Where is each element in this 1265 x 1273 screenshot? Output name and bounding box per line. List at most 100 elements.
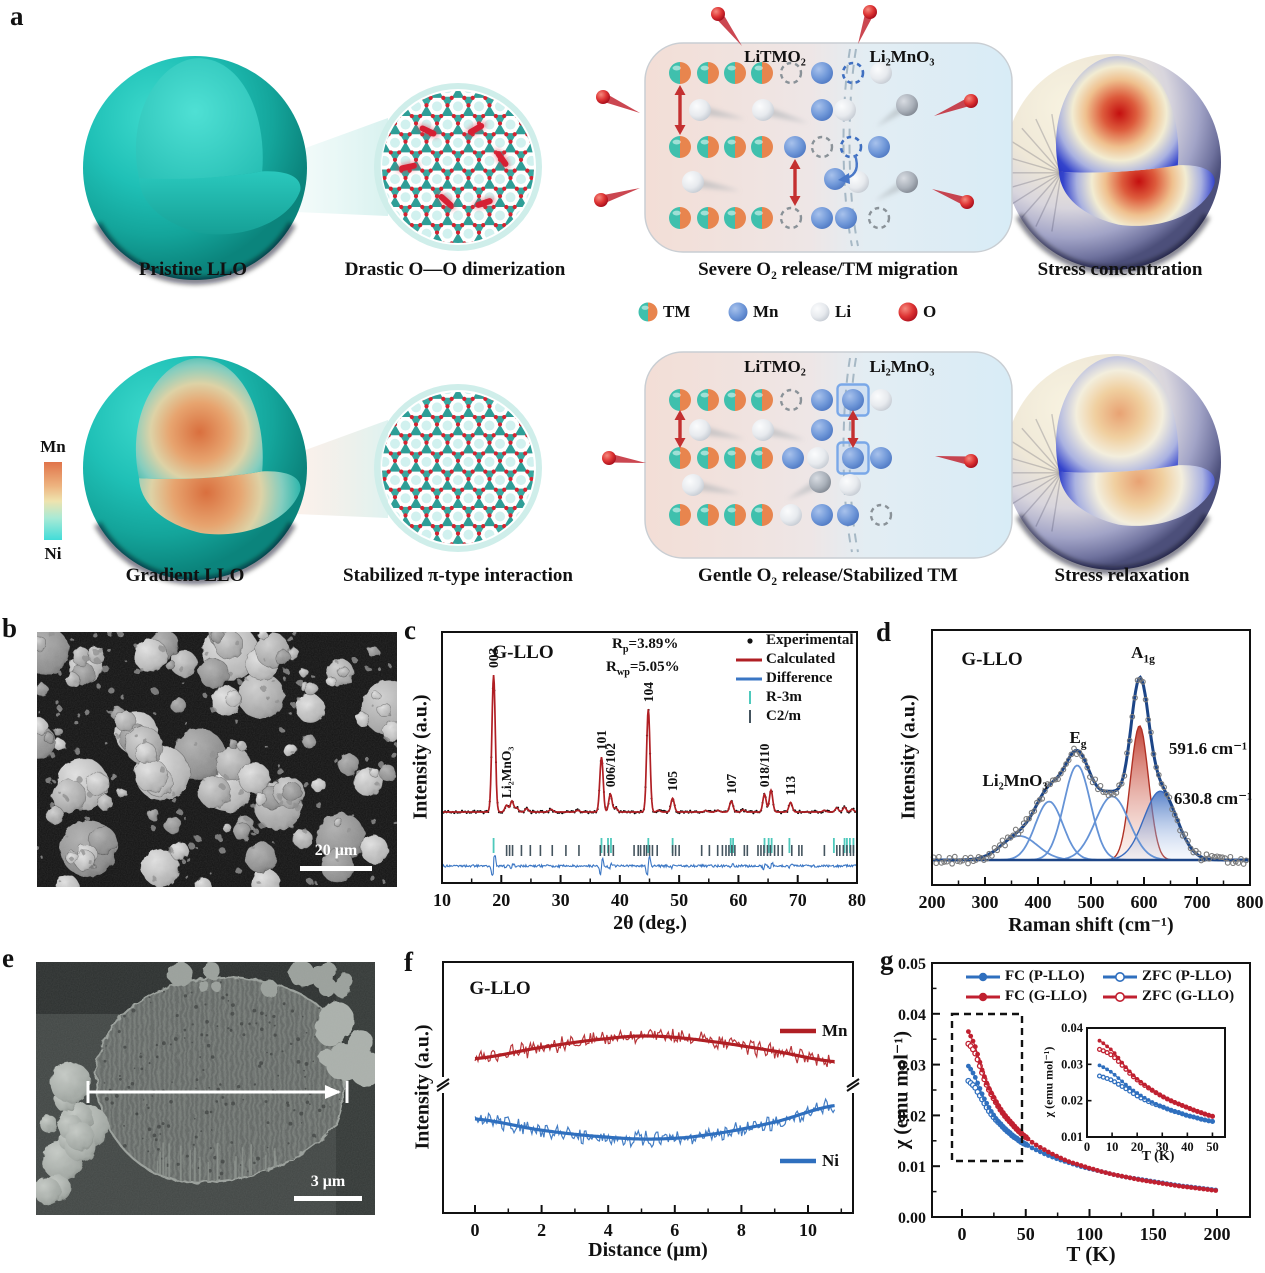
xrd-xlabel: 2θ (deg.) <box>613 912 687 934</box>
svg-text:700: 700 <box>1184 892 1211 912</box>
stress-concentration-sphere <box>1001 54 1221 275</box>
svg-text:300: 300 <box>972 892 999 912</box>
panel-a-art <box>44 5 1221 585</box>
svg-text:0.01: 0.01 <box>898 1159 926 1176</box>
svg-text:40: 40 <box>1181 1140 1194 1154</box>
severe-release-diagram <box>644 42 1013 253</box>
legend-label-li: Li <box>835 302 852 321</box>
raman-a1g-label: A1g <box>1131 643 1155 666</box>
svg-text:50: 50 <box>670 890 688 910</box>
xrd-difference-line <box>441 855 857 877</box>
caption-gradient-llo: Gradient LLO <box>125 565 245 586</box>
svg-text:0.04: 0.04 <box>898 1007 926 1024</box>
linescan-ylabel: Intensity (a.u.) <box>411 1024 434 1150</box>
panel-label-b: b <box>2 613 18 643</box>
chi-inset <box>1096 1038 1216 1124</box>
colorbar-label-ni: Ni <box>44 544 62 563</box>
chi-xlabel: T (K) <box>1066 1242 1116 1266</box>
caption-oo-dimerization: Drastic O—O dimerization <box>344 259 566 280</box>
caption-stress-relaxation: Stress relaxation <box>1054 565 1190 586</box>
svg-text:0.03: 0.03 <box>1061 1057 1083 1071</box>
panel-label-g: g <box>880 945 894 975</box>
box1-title-li2mno3: Li₂MnO₃ <box>869 47 935 66</box>
xrd-calculated-line <box>442 674 858 813</box>
atom-legend-markers <box>638 302 918 322</box>
caption-pristine-llo: Pristine LLO <box>138 259 248 280</box>
chi-chart: 0 50 100 150 200 0.00 0.01 0.02 0.03 0.04 0.05 0 10 2… <box>898 956 1251 1244</box>
xrd-legend-experimental: Experimental <box>766 632 854 648</box>
linescan-xlabel: Distance (μm) <box>588 1239 708 1261</box>
svg-text:0.00: 0.00 <box>898 1210 926 1227</box>
chi-legend-fc-pllo: FC (P-LLO) <box>1005 968 1085 984</box>
svg-text:018/110: 018/110 <box>757 743 772 787</box>
linescan-ni-line <box>474 1104 835 1141</box>
svg-text:006/102: 006/102 <box>603 743 618 788</box>
svg-text:600: 600 <box>1131 892 1158 912</box>
raman-li2mno3-label: Li₂MnO₃ <box>982 771 1048 790</box>
xrd-legend-c2m: C2/m <box>766 708 801 724</box>
o2-release-comets <box>594 5 978 468</box>
caption-gentle-release: Gentle O₂ release/Stabilized TM <box>698 565 958 586</box>
legend-label-tm: TM <box>663 302 691 321</box>
svg-text:20: 20 <box>1131 1140 1144 1154</box>
xrd-legend-difference: Difference <box>766 670 833 686</box>
panel-label-e: e <box>2 943 14 973</box>
svg-text:0: 0 <box>958 1224 967 1244</box>
legend-label-mn: Mn <box>753 302 779 321</box>
pristine-llo-sphere <box>83 56 307 285</box>
svg-text:150: 150 <box>1140 1224 1167 1244</box>
xrd-rwp: Rwp=5.05% <box>606 659 680 678</box>
svg-text:2: 2 <box>537 1220 546 1240</box>
scalebar-b <box>300 866 372 871</box>
panel-label-a: a <box>10 1 24 31</box>
svg-text:100: 100 <box>1076 1224 1103 1244</box>
svg-text:400: 400 <box>1025 892 1052 912</box>
chi-legend-zfc-pllo: ZFC (P-LLO) <box>1142 968 1232 984</box>
raman-xlabel: Raman shift (cm⁻¹) <box>1008 914 1174 936</box>
svg-text:40: 40 <box>611 890 629 910</box>
linescan-mn-line <box>474 1034 835 1064</box>
svg-text:0.05: 0.05 <box>898 956 926 973</box>
chi-inset-xlabel: T (K) <box>1141 1149 1175 1164</box>
colorbar-label-mn: Mn <box>40 437 66 456</box>
svg-text:6: 6 <box>670 1220 679 1240</box>
box2-title-litmo2: LiTMO₂ <box>744 357 806 376</box>
crystal-zoom-dimerization <box>374 83 542 251</box>
raman-title: G-LLO <box>961 649 1023 670</box>
svg-text:60: 60 <box>729 890 747 910</box>
svg-text:800: 800 <box>1237 892 1264 912</box>
svg-text:003: 003 <box>486 648 501 669</box>
svg-text:0.03: 0.03 <box>898 1058 926 1075</box>
scalebar-label-b: 20 μm <box>314 842 358 859</box>
xrd-legend-marker-experimental <box>747 638 753 644</box>
scalebar-label-e: 3 μm <box>310 1173 346 1190</box>
gradient-llo-sphere <box>83 356 307 585</box>
svg-text:8: 8 <box>737 1220 746 1240</box>
svg-text:0.02: 0.02 <box>1061 1094 1083 1108</box>
svg-text:50: 50 <box>1206 1140 1219 1154</box>
svg-text:107: 107 <box>724 774 739 795</box>
linescan-title: G-LLO <box>469 978 531 999</box>
panel-label-f: f <box>404 947 413 977</box>
raman-ylabel: Intensity (a.u.) <box>897 694 920 820</box>
xrd-ylabel: Intensity (a.u.) <box>409 694 432 820</box>
stress-relaxation-sphere <box>1001 354 1221 575</box>
svg-text:20: 20 <box>492 890 510 910</box>
xrd-title: G-LLO <box>492 642 554 663</box>
sem-cross-section-image <box>36 962 375 1215</box>
svg-text:10: 10 <box>433 890 451 910</box>
xrd-legend-r3m: R-3m <box>766 689 802 705</box>
panel-label-d: d <box>876 617 892 647</box>
svg-text:0: 0 <box>471 1220 480 1240</box>
raman-peak1-label: 591.6 cm⁻¹ <box>1168 739 1248 758</box>
svg-text:Li₂MnO₃: Li₂MnO₃ <box>499 747 514 799</box>
svg-text:0.04: 0.04 <box>1061 1021 1084 1035</box>
svg-text:101: 101 <box>594 730 609 751</box>
linescan-legend-ni: Ni <box>822 1151 839 1170</box>
svg-text:70: 70 <box>789 890 807 910</box>
svg-text:0.01: 0.01 <box>1061 1130 1083 1144</box>
svg-text:4: 4 <box>604 1220 613 1240</box>
caption-pi-interaction: Stabilized π-type interaction <box>343 565 573 586</box>
